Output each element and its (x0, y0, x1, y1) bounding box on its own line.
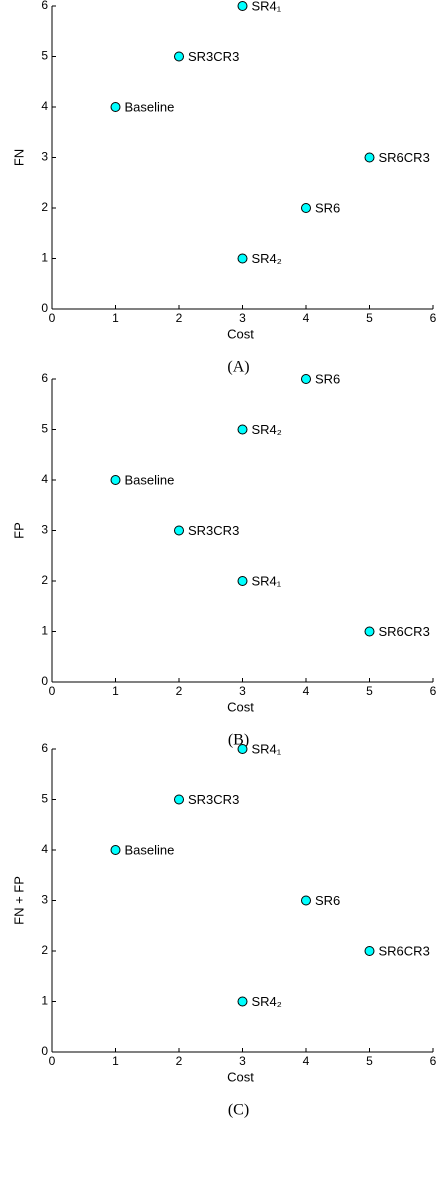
point-label: SR6 (315, 371, 340, 386)
point (237, 1, 248, 11)
x-axis-label: Cost (227, 326, 254, 341)
y-tick-label: 0 (41, 301, 48, 315)
point (301, 895, 311, 906)
x-tick-label: 3 (239, 311, 246, 325)
y-tick-label: 6 (41, 371, 48, 385)
point-label: SR6CR3 (379, 943, 430, 958)
y-tick-label: 1 (41, 994, 48, 1008)
point (110, 475, 121, 485)
point (174, 51, 184, 62)
point (364, 626, 375, 637)
point-label: SR3CR3 (188, 792, 239, 807)
y-tick-label: 5 (41, 49, 48, 63)
x-tick-label: 4 (303, 1054, 310, 1068)
y-tick-label: 3 (41, 523, 48, 537)
point-label: SR4₂ (252, 994, 282, 1009)
x-tick-label: 5 (366, 1054, 373, 1068)
y-tick-label: 2 (41, 943, 48, 957)
point (237, 744, 248, 754)
point-label: Baseline (125, 472, 175, 487)
point (174, 525, 184, 536)
x-tick-label: 2 (176, 311, 183, 325)
point-label: SR4₂ (252, 251, 282, 266)
point-label: Baseline (125, 842, 175, 857)
y-tick-label: 2 (41, 200, 48, 214)
point-label: SR4₂ (252, 422, 282, 437)
point-label: SR6 (315, 200, 340, 215)
x-tick-label: 0 (49, 1054, 56, 1068)
y-tick-label: 3 (41, 150, 48, 164)
x-axis-label: Cost (227, 699, 254, 714)
point-label: Baseline (125, 99, 175, 114)
point-label: SR6CR3 (379, 624, 430, 639)
x-tick-label: 4 (303, 311, 310, 325)
y-tick-label: 2 (41, 573, 48, 587)
point-label: SR6CR3 (379, 150, 430, 165)
point-label: SR4₁ (252, 573, 282, 588)
x-tick-label: 3 (239, 684, 246, 698)
point (237, 424, 248, 435)
y-tick-label: 4 (41, 472, 48, 486)
x-tick-label: 1 (112, 1054, 119, 1068)
x-tick-label: 6 (430, 684, 437, 698)
point (110, 102, 121, 112)
point (110, 845, 121, 855)
x-tick-label: 2 (176, 1054, 183, 1068)
x-tick-label: 0 (49, 311, 56, 325)
point-label: SR4₁ (252, 0, 282, 13)
y-tick-label: 4 (41, 99, 48, 113)
point (237, 996, 248, 1007)
x-tick-label: 5 (366, 684, 373, 698)
y-tick-label: 6 (41, 0, 48, 12)
x-tick-label: 6 (430, 311, 437, 325)
y-axis-label: FN (11, 149, 26, 166)
point (364, 946, 375, 956)
y-tick-label: 4 (41, 842, 48, 856)
x-tick-label: 6 (430, 1054, 437, 1068)
x-tick-label: 1 (112, 311, 119, 325)
x-tick-label: 4 (303, 684, 310, 698)
point-label: SR6 (315, 893, 340, 908)
point-label: SR4₁ (252, 741, 282, 756)
y-tick-label: 5 (41, 422, 48, 436)
point-label: SR3CR3 (188, 49, 239, 64)
x-tick-label: 1 (112, 684, 119, 698)
x-tick-label: 2 (176, 684, 183, 698)
caption: (A) (227, 359, 249, 376)
point (301, 203, 311, 213)
x-axis-label: Cost (227, 1069, 254, 1084)
x-tick-label: 0 (49, 684, 56, 698)
point (364, 152, 375, 163)
point (237, 576, 248, 586)
y-tick-label: 0 (41, 1044, 48, 1058)
x-tick-label: 5 (366, 311, 373, 325)
point (301, 374, 311, 384)
y-tick-label: 6 (41, 741, 48, 755)
x-tick-label: 3 (239, 1054, 246, 1068)
y-tick-label: 5 (41, 792, 48, 806)
y-axis-label: FN + FP (11, 876, 26, 925)
y-tick-label: 3 (41, 893, 48, 907)
y-axis-label: FP (11, 522, 26, 539)
y-tick-label: 1 (41, 251, 48, 265)
point (174, 794, 184, 805)
caption: (C) (228, 1102, 249, 1119)
y-tick-label: 0 (41, 674, 48, 688)
y-tick-label: 1 (41, 624, 48, 638)
point-label: SR3CR3 (188, 523, 239, 538)
point (237, 253, 248, 264)
